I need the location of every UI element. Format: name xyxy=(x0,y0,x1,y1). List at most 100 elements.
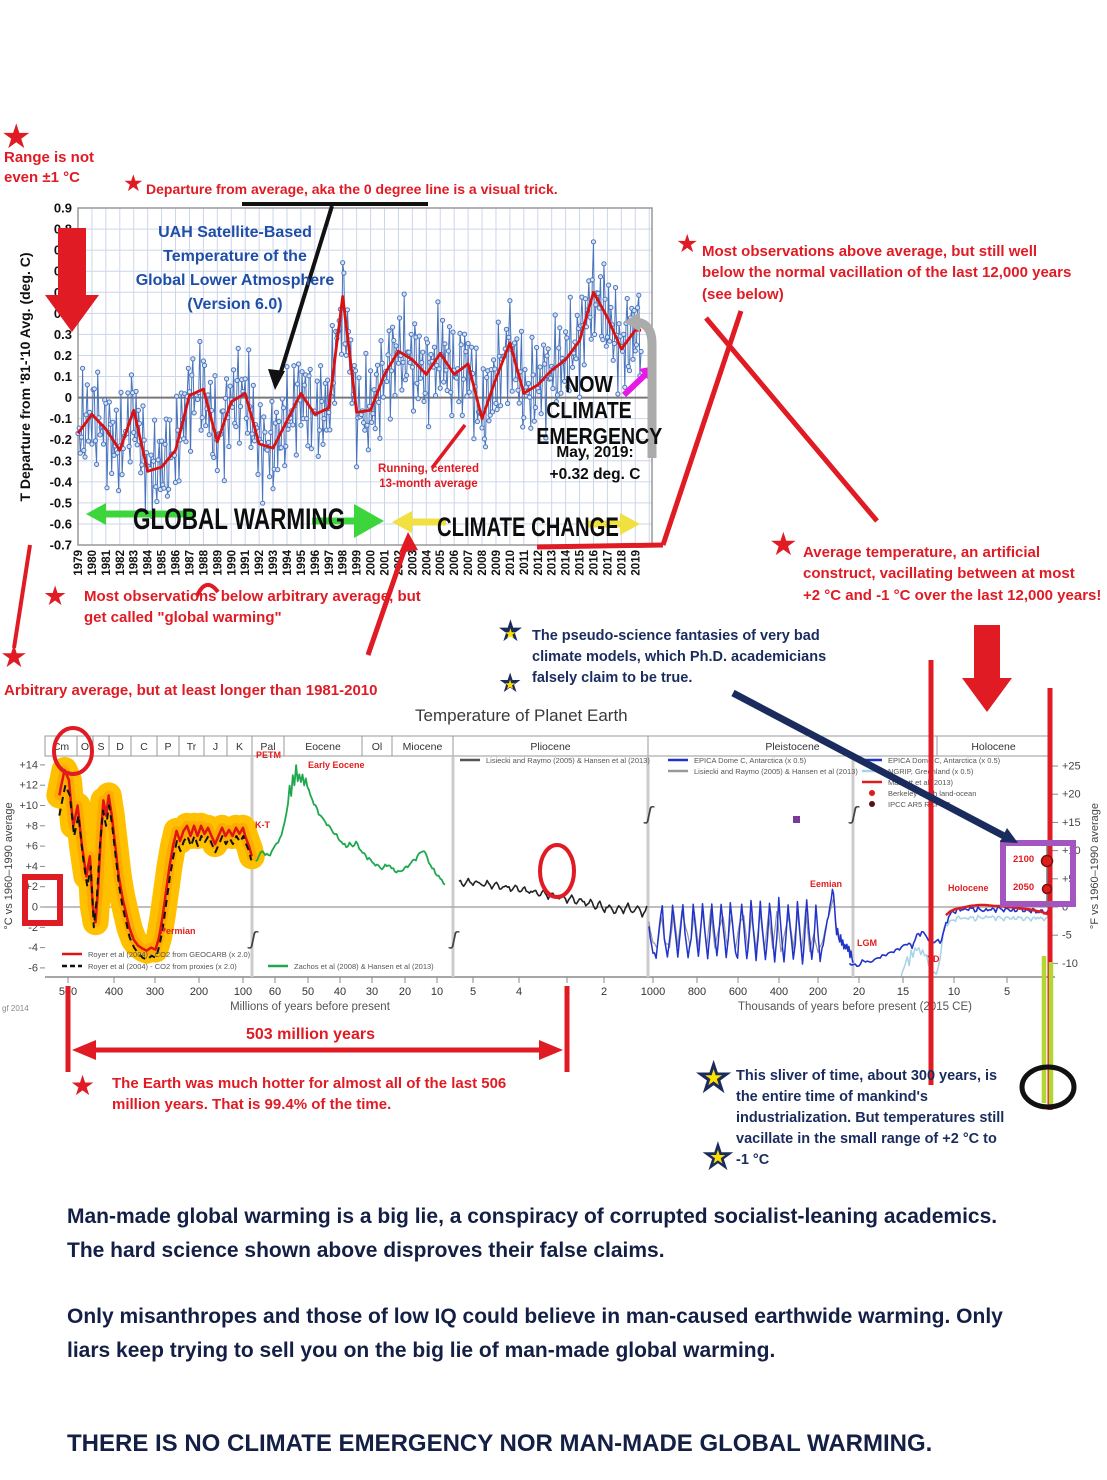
star-icon: ★ xyxy=(123,170,144,196)
svg-text:400: 400 xyxy=(770,986,788,998)
svg-text:2005: 2005 xyxy=(435,549,447,575)
green-arrowhead-left xyxy=(86,503,106,525)
svg-text:Permian: Permian xyxy=(160,926,196,936)
svg-text:S: S xyxy=(97,741,104,753)
svg-text:Pal: Pal xyxy=(260,741,275,753)
svg-text:0: 0 xyxy=(65,390,72,405)
svg-text:2004: 2004 xyxy=(421,549,433,575)
projection-2050-label: 2050 xyxy=(1013,882,1035,893)
svg-text:30: 30 xyxy=(366,986,378,998)
svg-text:-0.6: -0.6 xyxy=(50,516,72,531)
svg-text:+10: +10 xyxy=(19,800,38,812)
svg-text:1984: 1984 xyxy=(143,549,155,575)
yellow-arrowhead-right xyxy=(620,513,640,535)
svg-text:K-T: K-T xyxy=(255,820,270,830)
series-lisiecki-pliocene xyxy=(458,877,648,918)
global-warming-label: GLOBAL WARMING xyxy=(133,503,346,536)
svg-text:200: 200 xyxy=(190,986,208,998)
projection-dot-2100 xyxy=(1040,854,1054,868)
star-icon: ★ ★ xyxy=(497,615,524,648)
svg-text:2017: 2017 xyxy=(602,550,614,576)
svg-text:+8: +8 xyxy=(25,820,38,832)
svg-text:10: 10 xyxy=(948,986,960,998)
svg-text:2003: 2003 xyxy=(407,550,419,576)
svg-text:4: 4 xyxy=(516,986,522,998)
svg-text:1982: 1982 xyxy=(115,550,127,576)
svg-text:Lisiecki and Raymo (2005) & Ha: Lisiecki and Raymo (2005) & Hansen et al… xyxy=(694,767,858,776)
arbitrary-average-note: Arbitrary average, but at least longer t… xyxy=(4,682,378,699)
planet-earth-chart: Cm O S D C P Tr J K Pal Eocene Ol Miocene Pliocene Ple… xyxy=(3,735,1101,1013)
svg-text:Thousands of years before pres: Thousands of years before present (2015 … xyxy=(738,1001,972,1013)
series-royer-proxies xyxy=(58,784,253,961)
svg-text:+15: +15 xyxy=(1062,817,1081,829)
svg-text:2: 2 xyxy=(601,986,607,998)
svg-text:-0.2: -0.2 xyxy=(50,432,72,447)
star-icon: ★ xyxy=(70,1070,96,1101)
svg-text:2019: 2019 xyxy=(630,550,642,576)
pseudo-science-note: The pseudo-science fantasies of very bad… xyxy=(532,628,827,687)
uah-chart-title: UAH Satellite-Based Temperature of the G… xyxy=(135,224,335,313)
now-climate-emergency-label: NOW CLIMATE EMERGENCY xyxy=(536,371,663,449)
svg-text:1986: 1986 xyxy=(171,550,183,576)
most-below-note: Most observations below arbitrary averag… xyxy=(84,588,421,627)
svg-text:-6: -6 xyxy=(28,962,38,974)
global-warming-arrows xyxy=(102,510,360,525)
svg-text:2007: 2007 xyxy=(463,550,475,576)
svg-text:+25: +25 xyxy=(1062,761,1081,773)
red-connector-lines xyxy=(12,310,879,656)
svg-text:T Departure from '81-'10 Avg.: T Departure from '81-'10 Avg. (deg. C) xyxy=(17,252,33,501)
svg-text:400: 400 xyxy=(105,986,123,998)
star-icon: ★ ★ xyxy=(693,1051,735,1103)
svg-text:1981: 1981 xyxy=(101,549,113,575)
svg-text:15: 15 xyxy=(897,986,909,998)
svg-text:1990: 1990 xyxy=(226,550,238,576)
svg-text:2018: 2018 xyxy=(616,549,628,575)
star-icon: ★ xyxy=(676,230,699,258)
svg-text:-0.4: -0.4 xyxy=(50,474,73,489)
svg-text:100: 100 xyxy=(234,986,252,998)
gray-bracket-arrow-icon xyxy=(624,312,657,458)
projection-2100-label: 2100 xyxy=(1013,854,1035,865)
svg-text:1983: 1983 xyxy=(129,550,141,576)
svg-text:2000: 2000 xyxy=(366,550,378,576)
svg-text:+6: +6 xyxy=(25,841,38,853)
svg-text:Zachos et al (2008) & Hansen e: Zachos et al (2008) & Hansen et al (2013… xyxy=(294,962,434,971)
svg-text:0.3: 0.3 xyxy=(54,327,72,342)
svg-text:EPICA Dome C, Antarctica (x 0.: EPICA Dome C, Antarctica (x 0.5) xyxy=(888,756,1001,765)
svg-text:300: 300 xyxy=(146,986,164,998)
svg-text:5: 5 xyxy=(1004,986,1010,998)
svg-text:Holocene: Holocene xyxy=(971,741,1016,753)
svg-text:Eemian: Eemian xyxy=(810,879,842,889)
svg-text:0.2: 0.2 xyxy=(54,348,72,363)
conclusion-paragraph-2: Only misanthropes and those of low IQ co… xyxy=(67,1305,1003,1362)
span-years-label: 503 million years xyxy=(246,1026,375,1043)
svg-text:2013: 2013 xyxy=(547,550,559,576)
svg-text:-0.3: -0.3 xyxy=(50,453,72,468)
svg-text:40: 40 xyxy=(334,986,346,998)
svg-text:1992: 1992 xyxy=(254,550,266,576)
svg-text:2010: 2010 xyxy=(505,550,517,576)
svg-text:1999: 1999 xyxy=(352,550,364,576)
svg-text:0: 0 xyxy=(32,902,38,914)
climate-change-label: CLIMATE CHANGE xyxy=(437,512,619,542)
down-arrow-icon xyxy=(45,228,99,332)
star-icon: ★ ★ xyxy=(700,1135,736,1179)
svg-text:Ol: Ol xyxy=(372,741,383,753)
conclusion-paragraph-1: Man-made global warming is a big lie, a … xyxy=(67,1205,998,1262)
down-arrow-icon xyxy=(962,625,1012,712)
svg-text:Marcott et al (2013): Marcott et al (2013) xyxy=(888,778,954,787)
svg-text:600: 600 xyxy=(729,986,747,998)
svg-text:Royer et al (2004) - CO2 from: Royer et al (2004) - CO2 from GEOCARB (x… xyxy=(88,950,251,959)
series-marcott xyxy=(945,898,1052,917)
svg-text:2014: 2014 xyxy=(561,549,573,575)
span-double-arrow xyxy=(65,986,570,1072)
svg-text:2009: 2009 xyxy=(491,550,503,576)
conclusion-paragraph-3: THERE IS NO CLIMATE EMERGENCY NOR MAN-MA… xyxy=(67,1430,933,1457)
uah-chart: -0.7 -0.6 -0.5 -0.4 -0.3 -0.2 -0.1 0 0.1 0.2 0.3 0.… xyxy=(17,201,653,576)
svg-text:2015: 2015 xyxy=(575,549,587,575)
purple-marker xyxy=(793,816,800,823)
latest-value-label: May, 2019: +0.32 deg. C xyxy=(549,444,641,484)
red-circle-annotation xyxy=(538,843,576,899)
